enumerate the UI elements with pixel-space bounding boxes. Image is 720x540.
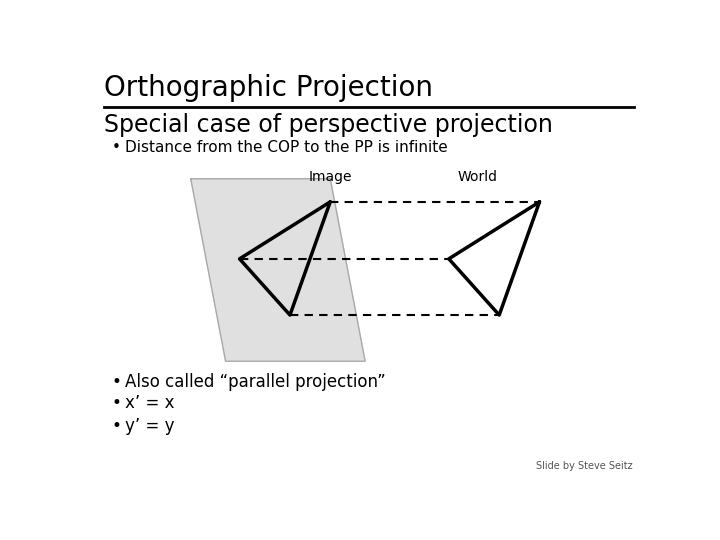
Text: Orthographic Projection: Orthographic Projection — [104, 74, 433, 102]
Text: x’ = x: x’ = x — [125, 394, 174, 413]
Text: World: World — [457, 170, 498, 184]
Text: Image: Image — [308, 170, 352, 184]
Text: y’ = y: y’ = y — [125, 417, 174, 435]
Text: Slide by Steve Seitz: Slide by Steve Seitz — [536, 461, 632, 471]
Text: •: • — [112, 417, 122, 435]
Text: •: • — [112, 140, 120, 156]
Text: Special case of perspective projection: Special case of perspective projection — [104, 112, 553, 137]
Polygon shape — [191, 179, 365, 361]
Text: Distance from the COP to the PP is infinite: Distance from the COP to the PP is infin… — [125, 140, 448, 156]
Text: •: • — [112, 373, 122, 391]
Text: •: • — [112, 394, 122, 413]
Text: Also called “parallel projection”: Also called “parallel projection” — [125, 373, 386, 391]
